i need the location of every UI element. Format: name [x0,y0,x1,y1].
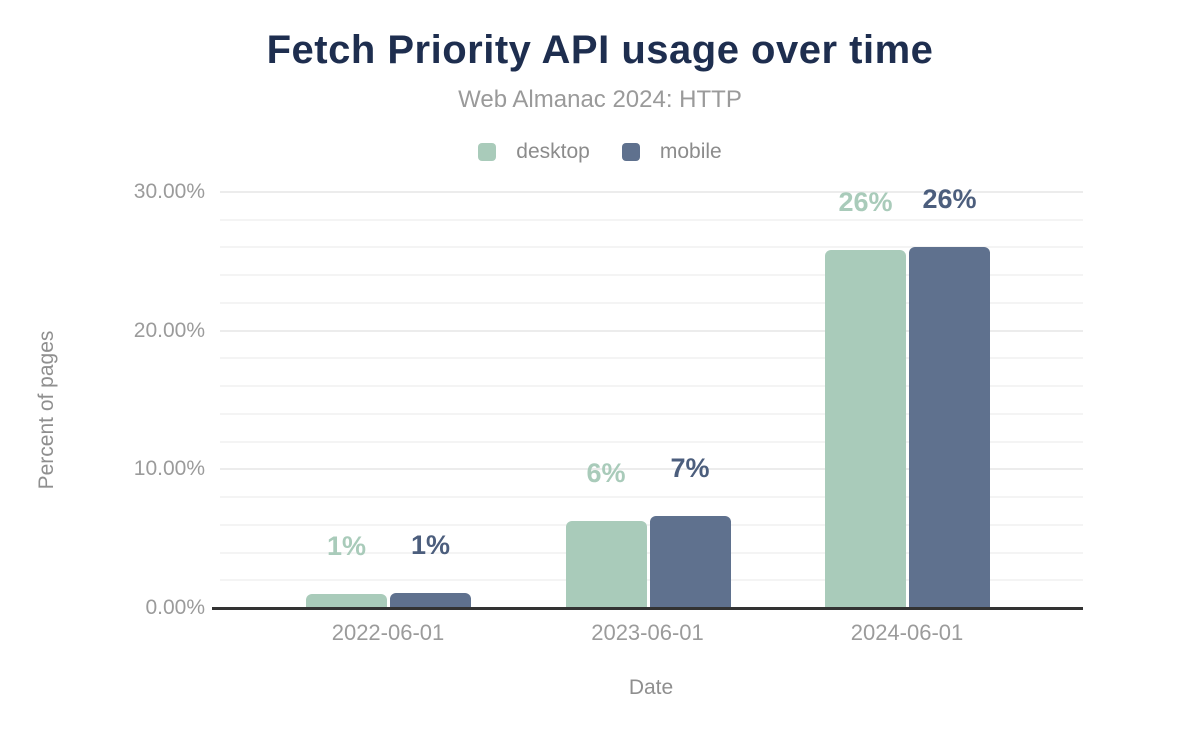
bar-value-label-mobile: 26% [922,184,977,215]
legend-item-desktop: desktop [478,140,590,164]
x-axis-title: Date [628,676,674,699]
y-tick-label: 0.00% [145,596,205,619]
y-tick-label: 30.00% [133,180,205,203]
chart-title: Fetch Priority API usage over time [266,28,934,72]
x-tick-label: 2024-06-01 [850,620,964,645]
gridline-minor [220,440,1083,443]
gridline-minor [220,412,1083,415]
gridline-minor [220,385,1083,388]
gridline-minor [220,301,1083,304]
y-axis-title: Percent of pages [35,330,58,490]
y-tick-label: 20.00% [133,318,205,342]
bar-value-label-mobile: 7% [670,453,710,484]
bar-desktop [825,250,906,608]
gridline-major [220,191,1083,193]
gridline-minor [220,496,1083,499]
gridline-minor [220,246,1083,249]
gridline-minor [220,218,1083,221]
bar-desktop [565,520,647,608]
chart-subtitle: Web Almanac 2024: HTTP [458,86,742,113]
legend-label-desktop: desktop [516,140,590,163]
legend: desktop mobile [0,140,1200,164]
bar-mobile [649,516,731,608]
bar-value-label-desktop: 1% [326,531,367,562]
gridline-minor [220,357,1083,360]
gridline-major [220,468,1083,471]
bar-desktop [306,594,387,608]
y-tick-label: 10.00% [133,457,205,481]
x-tick-label: 2022-06-01 [331,620,445,645]
legend-swatch-mobile-icon [621,143,640,161]
legend-label-mobile: mobile [659,140,722,163]
bar-value-label-desktop: 6% [586,457,626,488]
x-tick-label: 2023-06-01 [591,620,704,645]
bar-mobile [390,592,471,608]
bar-value-label-desktop: 26% [838,187,893,218]
legend-swatch-desktop-icon [478,143,497,161]
bar-mobile [909,247,990,608]
legend-item-mobile: mobile [621,140,722,164]
gridline-minor [220,274,1083,277]
gridline-major [220,329,1083,332]
bar-value-label-mobile: 1% [410,529,451,560]
x-axis-baseline [212,606,1083,610]
